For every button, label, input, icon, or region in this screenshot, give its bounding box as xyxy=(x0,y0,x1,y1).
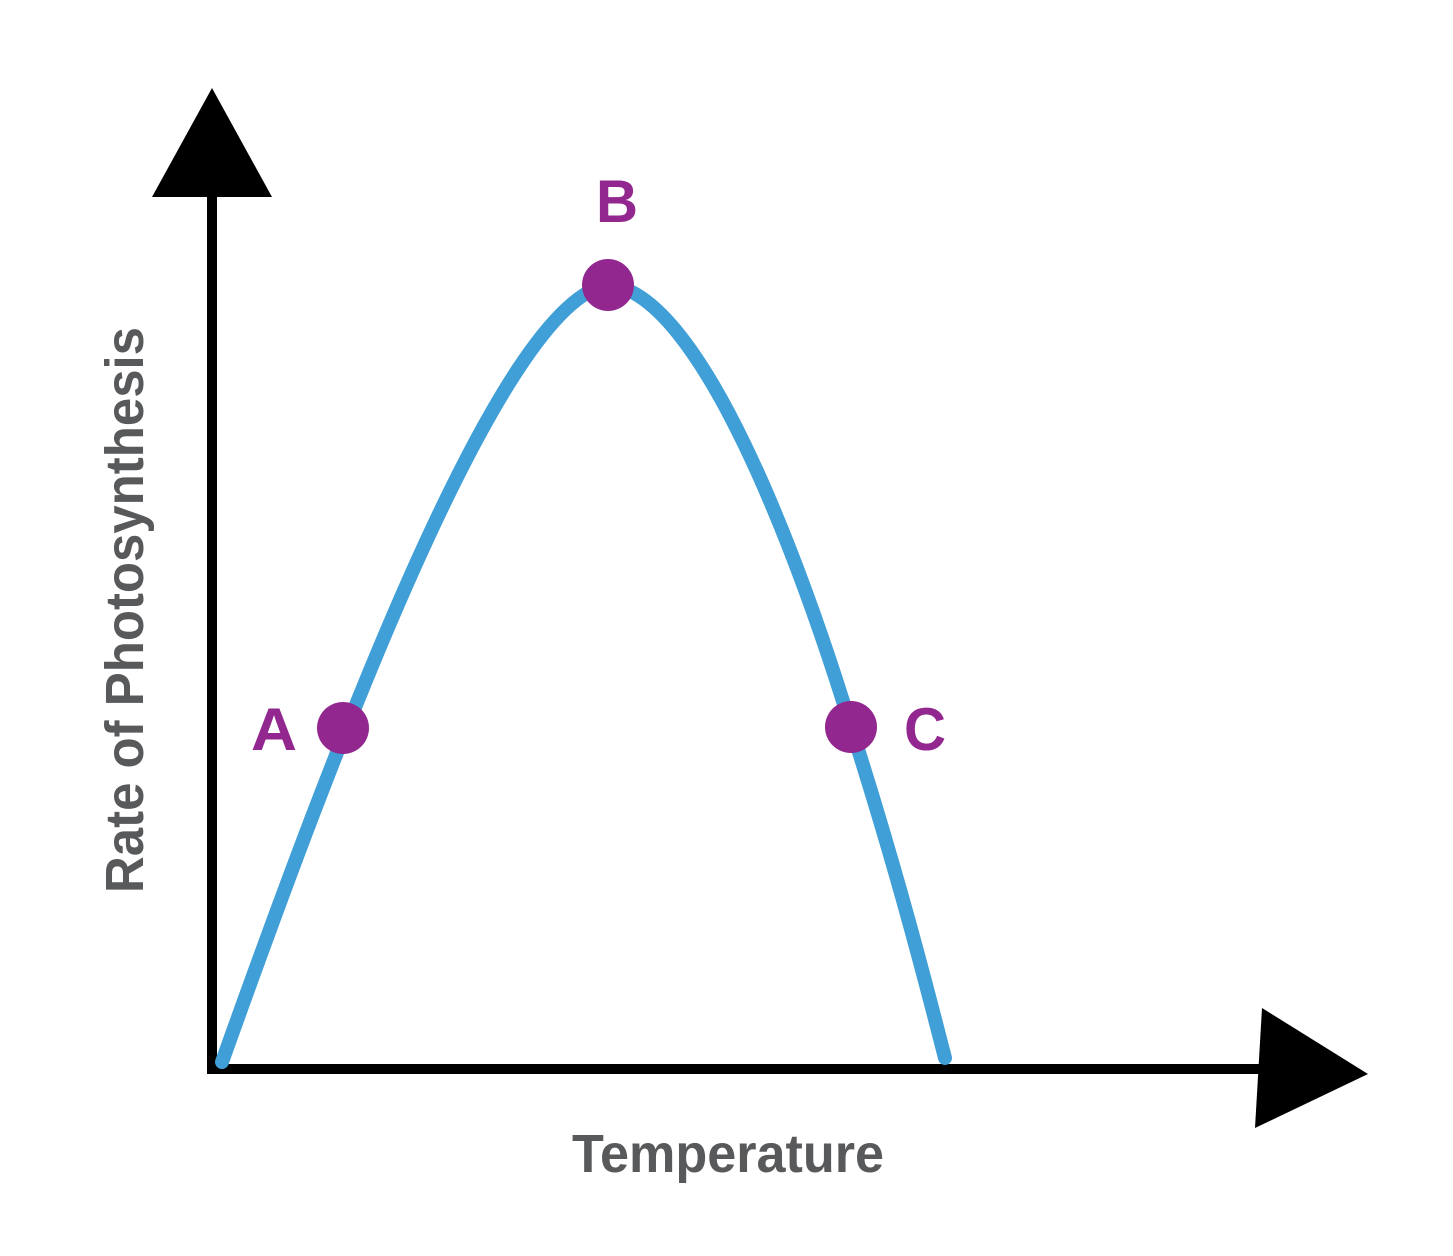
y-axis-arrow xyxy=(152,88,272,197)
point-label: C xyxy=(904,696,946,763)
curve xyxy=(215,277,952,1069)
point xyxy=(825,701,877,753)
point xyxy=(317,702,369,754)
point xyxy=(582,259,634,311)
x-axis-arrow xyxy=(1255,1008,1368,1128)
point-label: A xyxy=(251,696,297,763)
x-axis-label: Temperature xyxy=(572,1124,884,1184)
y-axis-label: Rate of Photosynthesis xyxy=(95,327,155,893)
point-label: B xyxy=(596,168,638,235)
